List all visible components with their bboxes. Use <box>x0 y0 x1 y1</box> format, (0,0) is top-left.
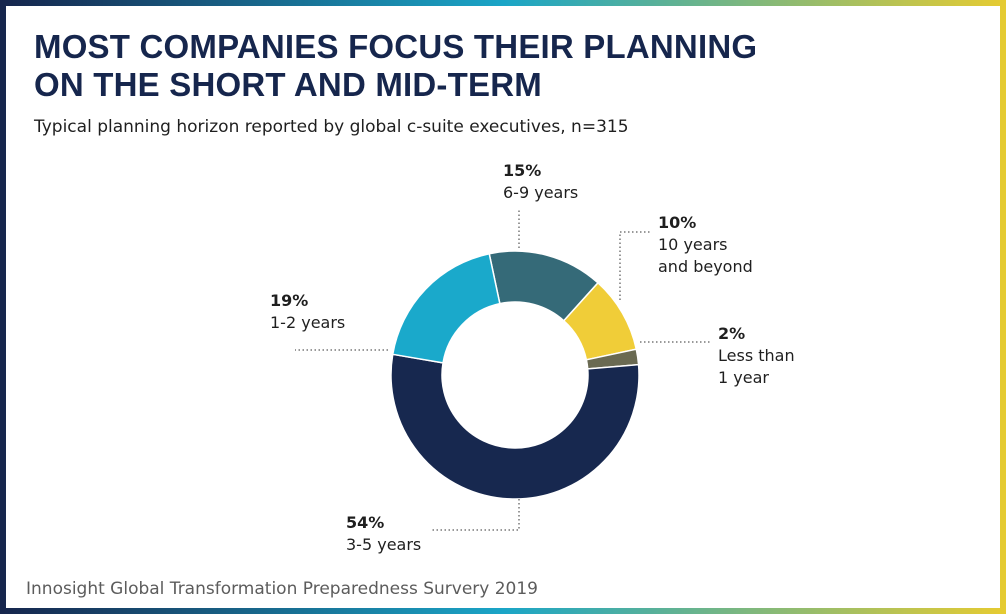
chart-subtitle: Typical planning horizon reported by glo… <box>34 117 629 137</box>
leader-line <box>430 499 520 531</box>
slice-category-label: 1-2 years <box>270 313 345 332</box>
slice-category-label: 6-9 years <box>503 183 578 202</box>
slice-category-label: 1 year <box>718 368 769 387</box>
slice-category-label: Less than <box>718 346 795 365</box>
chart-title: MOST COMPANIES FOCUS THEIR PLANNING ON T… <box>34 28 934 104</box>
donut-slice-3-5-years <box>390 353 640 500</box>
donut-slice-1-2-years <box>391 252 501 364</box>
leader-line <box>619 231 650 300</box>
slice-category-label: 10 years <box>658 235 727 254</box>
slice-percent-label: 10% <box>658 213 696 232</box>
slice-percent-label: 2% <box>718 324 745 343</box>
chart-title-line-1: MOST COMPANIES FOCUS THEIR PLANNING <box>34 28 758 65</box>
slice-percent-label: 15% <box>503 161 541 180</box>
source-note: Innosight Global Transformation Prepared… <box>26 579 539 599</box>
slice-percent-label: 54% <box>346 513 384 532</box>
slice-category-label: and beyond <box>658 257 753 276</box>
slice-category-label: 3-5 years <box>346 535 421 554</box>
chart-title-line-2: ON THE SHORT AND MID-TERM <box>34 66 542 103</box>
slice-percent-label: 19% <box>270 291 308 310</box>
